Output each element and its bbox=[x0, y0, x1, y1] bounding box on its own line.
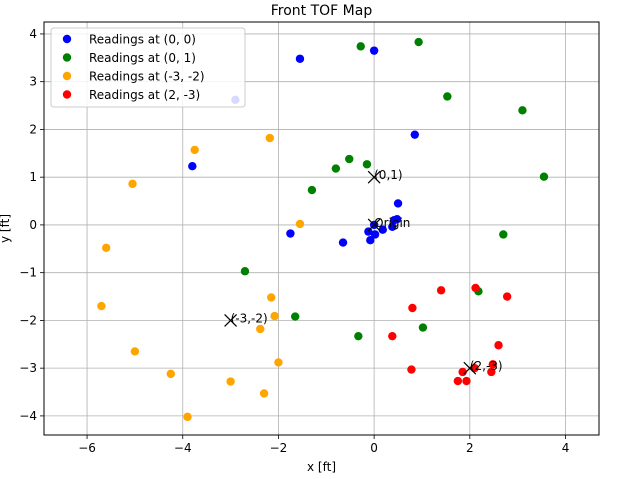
reference-marker-label: Origin bbox=[374, 216, 410, 230]
data-point-series-1 bbox=[539, 172, 549, 181]
data-point-series-1 bbox=[518, 106, 527, 115]
data-points bbox=[97, 37, 549, 422]
data-point-series-3 bbox=[471, 283, 480, 293]
data-point-series-0 bbox=[370, 230, 380, 239]
data-point-series-3 bbox=[488, 360, 497, 369]
data-point-series-2 bbox=[295, 219, 305, 229]
data-point-series-1 bbox=[354, 331, 363, 341]
data-point-series-0 bbox=[366, 235, 375, 245]
y-tick-label: 2 bbox=[29, 122, 37, 136]
data-point-series-2 bbox=[226, 377, 235, 386]
data-point-series-1 bbox=[307, 185, 317, 195]
reference-marker-x bbox=[463, 361, 477, 375]
data-point-series-1 bbox=[345, 154, 354, 164]
data-point-series-2 bbox=[101, 243, 111, 253]
data-point-series-3 bbox=[436, 286, 446, 295]
reference-marker-x bbox=[367, 218, 381, 232]
data-point-series-0 bbox=[410, 130, 419, 139]
y-tick-label: −3 bbox=[19, 361, 37, 375]
data-point-series-0 bbox=[393, 199, 403, 208]
data-point-series-3 bbox=[407, 365, 416, 374]
chart-title: Front TOF Map bbox=[271, 3, 373, 19]
data-point-series-1 bbox=[240, 267, 250, 276]
data-point-series-3 bbox=[408, 303, 417, 313]
data-point-series-2 bbox=[128, 179, 137, 189]
y-tick-label: 0 bbox=[29, 218, 37, 232]
legend-swatch bbox=[62, 90, 72, 99]
reference-marker-label: (0,1) bbox=[374, 168, 402, 182]
data-point-series-1 bbox=[290, 312, 300, 321]
y-tick-label: 1 bbox=[29, 170, 37, 184]
legend-box bbox=[50, 27, 246, 108]
data-point-series-2 bbox=[256, 324, 265, 334]
legend-entry-label: Readings at (0, 0) bbox=[89, 33, 196, 47]
data-point-series-3 bbox=[494, 341, 503, 350]
data-point-series-3 bbox=[502, 292, 512, 301]
grid bbox=[44, 22, 599, 435]
plot-frame bbox=[43, 21, 600, 436]
reference-markers: (0,1) Origin (-3,-2) (2,-3) bbox=[224, 168, 503, 375]
data-point-series-1 bbox=[331, 164, 341, 173]
data-point-series-2 bbox=[265, 133, 275, 143]
y-tick-label: −4 bbox=[19, 409, 37, 423]
legend-swatch bbox=[62, 53, 72, 62]
reference-marker-x bbox=[367, 170, 381, 184]
y-tick-label: 4 bbox=[29, 27, 37, 41]
data-point-series-2 bbox=[130, 347, 140, 356]
x-axis-label: x [ft] bbox=[307, 460, 336, 474]
data-point-series-2 bbox=[270, 311, 279, 321]
x-tick-label: 0 bbox=[370, 441, 378, 455]
x-tick-label: 4 bbox=[562, 441, 570, 455]
y-axis-label: y [ft] bbox=[0, 214, 12, 243]
data-point-series-0 bbox=[369, 46, 379, 55]
data-point-series-1 bbox=[414, 37, 423, 47]
data-point-series-2 bbox=[274, 358, 283, 367]
reference-marker-x bbox=[224, 313, 238, 327]
x-tick-label: −4 bbox=[174, 441, 192, 455]
reference-marker-label: (2,-3) bbox=[470, 359, 503, 373]
y-tick-label: −1 bbox=[19, 266, 37, 280]
data-point-series-0 bbox=[338, 238, 348, 247]
data-point-series-0 bbox=[188, 161, 197, 171]
data-point-series-1 bbox=[418, 323, 428, 332]
legend-swatch bbox=[62, 34, 72, 44]
legend: Readings at (0, 0) Readings at (0, 1) Read… bbox=[50, 27, 246, 108]
data-point-series-2 bbox=[166, 369, 175, 379]
data-point-series-0 bbox=[392, 214, 402, 224]
data-point-series-0 bbox=[378, 225, 387, 234]
data-point-series-2 bbox=[267, 293, 276, 302]
legend-entry-label: Readings at (2, -3) bbox=[89, 88, 200, 102]
y-tick-label: 3 bbox=[29, 75, 37, 89]
data-point-series-3 bbox=[462, 376, 471, 386]
legend-entry-label: Readings at (0, 1) bbox=[89, 51, 196, 65]
data-point-series-0 bbox=[364, 227, 373, 236]
data-point-series-1 bbox=[443, 92, 452, 101]
data-point-series-2 bbox=[259, 389, 269, 398]
data-point-series-1 bbox=[362, 160, 372, 169]
x-tick-label: −2 bbox=[270, 441, 288, 455]
legend-swatch bbox=[62, 71, 72, 81]
legend-entry-label: Readings at (-3, -2) bbox=[89, 70, 205, 84]
data-point-series-2 bbox=[183, 412, 192, 422]
data-point-series-0 bbox=[388, 222, 397, 232]
data-point-series-0 bbox=[286, 229, 295, 238]
reference-marker-label: (-3,-2) bbox=[231, 311, 268, 325]
axis-ticks: −6 −4 −2 0 2 4 −4 −3 −2 −1 0 1 2 3 4 bbox=[19, 27, 569, 455]
x-tick-label: −6 bbox=[78, 441, 96, 455]
data-point-series-3 bbox=[453, 376, 463, 386]
data-point-series-2 bbox=[190, 145, 199, 155]
data-point-series-3 bbox=[487, 367, 496, 377]
y-tick-label: −2 bbox=[19, 313, 37, 327]
data-point-series-2 bbox=[97, 301, 106, 311]
data-point-series-1 bbox=[499, 230, 508, 239]
data-point-series-0 bbox=[295, 54, 305, 63]
data-point-series-1 bbox=[356, 42, 365, 51]
data-point-series-3 bbox=[388, 331, 397, 341]
x-tick-label: 2 bbox=[466, 441, 474, 455]
